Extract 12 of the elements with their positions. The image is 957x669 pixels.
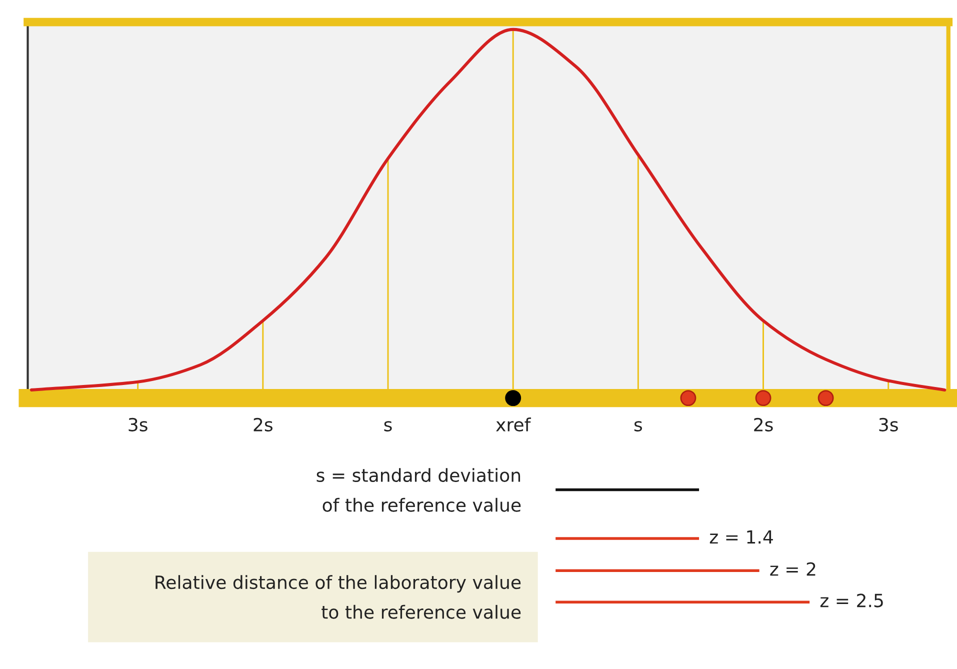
text: z = 2.5 <box>820 594 883 608</box>
x-tick-label: 3s <box>879 418 898 432</box>
x-tick-label: 2s <box>254 418 272 432</box>
x-tick-label: 3s <box>128 418 148 432</box>
text: Relative distance of the laboratory value to the reference value <box>156 575 521 619</box>
text: z = 2 <box>770 562 816 576</box>
text: z = 1.4 <box>710 530 773 544</box>
x-tick-label: s <box>634 421 642 432</box>
x-tick-label: s <box>384 421 392 432</box>
x-tick-label: 2s <box>754 418 773 432</box>
text: s = standard deviation of the reference value <box>316 468 521 512</box>
x-tick-label: xref <box>496 418 532 432</box>
